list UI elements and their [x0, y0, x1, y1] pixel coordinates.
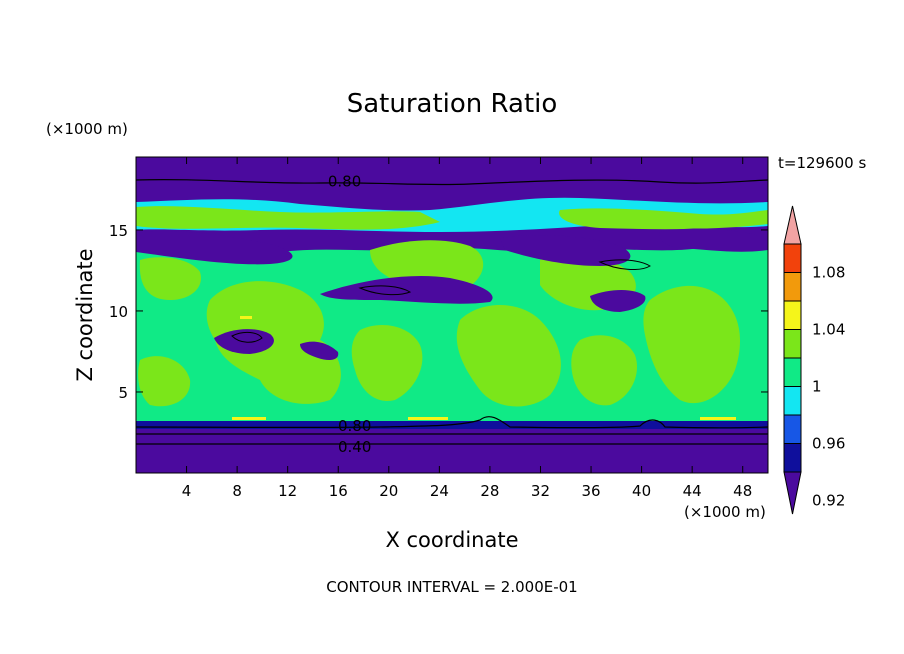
x-unit-label: (×1000 m) — [684, 503, 766, 521]
colorbar-segment — [783, 357, 802, 387]
colorbar-segment — [783, 329, 802, 359]
green-patch-5 — [643, 285, 740, 404]
x-tick-label: 24 — [430, 482, 449, 500]
time-label: t=129600 s — [778, 154, 866, 172]
contour-label: 0.80 — [328, 172, 361, 190]
colorbar-segment — [783, 414, 802, 444]
dry-slot-6 — [500, 235, 631, 266]
colorbar-label: 1 — [812, 378, 822, 396]
green-patch-7 — [138, 356, 191, 407]
contour-label: 0.40 — [338, 438, 371, 456]
plot-area — [136, 157, 768, 473]
dry-slot-7 — [659, 228, 768, 252]
green-patch-3 — [456, 305, 561, 407]
dry-slot-3 — [300, 341, 339, 360]
colorbar: 1.08 1.04 1 0.96 0.92 — [783, 205, 845, 515]
contour-line-lower-1 — [136, 416, 768, 429]
green-patch-1 — [206, 281, 341, 404]
x-tick-label: 36 — [581, 482, 600, 500]
y-unit-label: (×1000 m) — [46, 120, 128, 138]
colorbar-segment — [783, 272, 802, 302]
contour-small-1 — [358, 285, 412, 296]
x-tick-label: 28 — [480, 482, 499, 500]
y-axis: 5 10 15 — [109, 222, 768, 402]
y-tick-label: 10 — [109, 303, 128, 321]
contour-small-3 — [598, 259, 651, 270]
x-tick-label: 8 — [232, 482, 242, 500]
plot-frame — [135, 156, 769, 474]
x-tick-label: 40 — [632, 482, 651, 500]
x-axis-label: X coordinate — [385, 528, 518, 552]
y-axis-label: Z coordinate — [73, 248, 97, 381]
colorbar-label: 1.04 — [812, 321, 845, 339]
supersat-spot-3 — [700, 417, 736, 420]
colorbar-label: 0.96 — [812, 435, 845, 453]
green-patch-8 — [351, 325, 423, 401]
x-tick-label: 4 — [182, 482, 192, 500]
chart-title: Saturation Ratio — [347, 89, 558, 119]
supersat-spot-4 — [240, 316, 252, 319]
supersat-spot-1 — [232, 417, 266, 420]
supersat-spot-2 — [408, 417, 448, 420]
x-tick-label: 16 — [329, 482, 348, 500]
colorbar-min-arrow — [783, 471, 802, 515]
dry-slot-4 — [590, 290, 646, 312]
x-tick-label: 12 — [278, 482, 297, 500]
y-tick-label: 15 — [109, 222, 128, 240]
colorbar-max-arrow — [783, 205, 802, 245]
colorbar-label: 0.92 — [812, 492, 845, 510]
x-tick-label: 44 — [683, 482, 702, 500]
x-tick-label: 48 — [733, 482, 752, 500]
x-axis: 4 8 12 16 20 24 28 32 36 40 44 48 — [182, 157, 752, 500]
green-patch-9 — [571, 335, 638, 406]
green-patch-6 — [139, 257, 201, 300]
colorbar-segment — [783, 443, 802, 473]
x-tick-label: 20 — [379, 482, 398, 500]
colorbar-segment — [783, 300, 802, 330]
contour-interval-note: CONTOUR INTERVAL = 2.000E-01 — [326, 578, 577, 596]
colorbar-segment — [783, 243, 802, 273]
x-tick-label: 32 — [531, 482, 550, 500]
y-tick-label: 5 — [118, 384, 128, 402]
dry-slot-5 — [136, 230, 293, 265]
contour-small-2 — [231, 331, 263, 343]
colorbar-label: 1.08 — [812, 264, 845, 282]
contour-line-upper — [136, 178, 768, 186]
upper-green-region — [136, 206, 768, 230]
contour-labels: 0.80 0.80 0.40 — [328, 172, 372, 456]
colorbar-segment — [783, 386, 802, 416]
contour-label: 0.80 — [338, 417, 371, 435]
